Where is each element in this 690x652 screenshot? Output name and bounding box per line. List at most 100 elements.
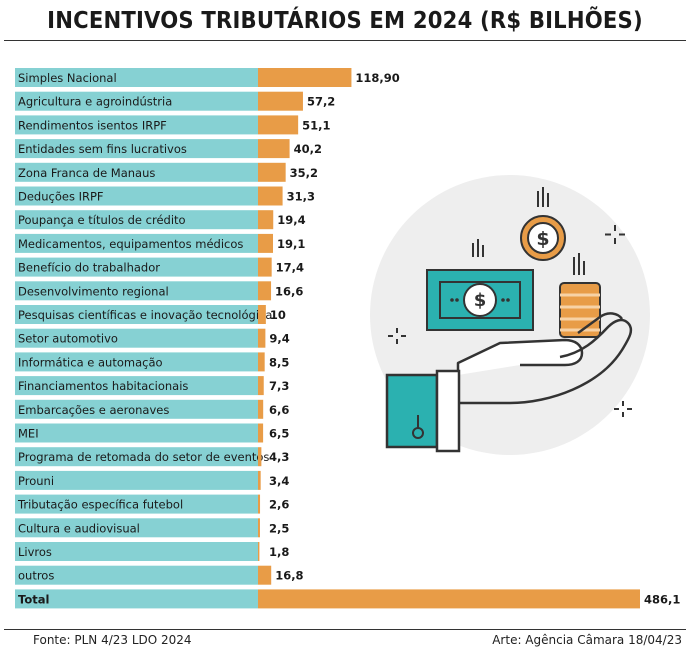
value-label: 2,6 [269, 498, 289, 512]
category-label: Poupança e títulos de crédito [18, 213, 186, 227]
sparkle-icon [614, 401, 632, 417]
category-band [15, 233, 258, 253]
category-label: Financiamentos habitacionais [18, 379, 188, 393]
category-band [15, 447, 258, 467]
category-band [15, 494, 258, 514]
category-band [15, 518, 258, 538]
category-label: Medicamentos, equipamentos médicos [18, 237, 243, 251]
category-band [15, 257, 258, 277]
category-label: Informática e automação [18, 355, 163, 369]
bar [258, 376, 264, 396]
value-label: 16,8 [275, 569, 303, 583]
bar [258, 565, 272, 585]
source-note: Fonte: PLN 4/23 LDO 2024 [33, 633, 192, 647]
category-band [15, 352, 258, 372]
category-label: Prouni [18, 474, 54, 488]
value-label: 35,2 [290, 166, 318, 180]
category-label: outros [18, 569, 54, 583]
category-band [15, 139, 258, 159]
bar [258, 91, 303, 111]
category-band [15, 210, 258, 230]
bar [258, 518, 260, 538]
category-band [15, 68, 258, 87]
value-label: 40,2 [294, 142, 322, 156]
value-label: 16,6 [275, 284, 303, 298]
category-band [15, 399, 258, 419]
category-band [15, 542, 258, 561]
bar [258, 352, 265, 372]
bar [258, 68, 352, 87]
title-divider [4, 40, 686, 41]
sparkle-icon [388, 328, 406, 344]
chart-title: INCENTIVOS TRIBUTÁRIOS EM 2024 (R$ BILHÕ… [47, 8, 643, 34]
category-band [15, 328, 258, 348]
category-band [15, 423, 258, 443]
category-band [15, 305, 258, 324]
category-label: Pesquisas científicas e inovação tecnoló… [18, 308, 272, 322]
value-label: 7,3 [269, 379, 289, 393]
category-label: Simples Nacional [18, 71, 117, 85]
category-label: Deduções IRPF [18, 190, 104, 204]
category-label: Tributação específica futebol [17, 498, 183, 512]
category-band [15, 565, 258, 585]
sparkle-icon [605, 225, 625, 244]
value-label: 19,4 [277, 213, 305, 227]
value-label: 51,1 [302, 118, 330, 132]
value-label: 10 [270, 308, 286, 322]
bar [258, 589, 640, 609]
value-label: 3,4 [269, 474, 289, 488]
category-label: Livros [18, 545, 52, 559]
bar [258, 233, 274, 253]
value-label: 6,5 [269, 427, 289, 441]
bar [258, 447, 262, 467]
category-label: Entidades sem fins lucrativos [18, 142, 187, 156]
category-band [15, 91, 258, 111]
sleeve-icon [385, 369, 461, 453]
category-band [15, 281, 258, 301]
value-label: 17,4 [276, 261, 304, 275]
category-label: Programa de retomada do setor de eventos [18, 450, 269, 464]
hand-icon [456, 312, 633, 405]
category-label: Rendimentos isentos IRPF [18, 118, 167, 132]
value-label: 1,8 [269, 545, 289, 559]
value-label: 8,5 [269, 355, 289, 369]
category-band [15, 376, 258, 396]
category-label: Desenvolvimento regional [18, 284, 169, 298]
category-label: Benefício do trabalhador [18, 261, 160, 275]
bar [258, 115, 299, 135]
value-label: 4,3 [269, 450, 289, 464]
value-label: 31,3 [287, 190, 315, 204]
value-label: 6,6 [269, 403, 289, 417]
category-label: Embarcações e aeronaves [18, 403, 169, 417]
category-label: Agricultura e agroindústria [18, 95, 172, 109]
bar [258, 542, 260, 561]
footer-divider [4, 629, 686, 630]
category-band [15, 470, 258, 490]
hand-money-illustration: $ $ [370, 175, 650, 455]
svg-text:$: $ [536, 228, 549, 250]
category-label: Total [18, 592, 49, 606]
bar [258, 305, 266, 324]
value-label: 9,4 [269, 332, 289, 346]
bar [258, 494, 261, 514]
credit-note: Arte: Agência Câmara 18/04/23 [492, 633, 682, 647]
bar [258, 257, 272, 277]
value-label: 486,1 [644, 592, 680, 606]
bar [258, 139, 290, 159]
category-label: Cultura e audiovisual [18, 521, 140, 535]
banknote-icon: $ [426, 239, 534, 331]
category-band [15, 115, 258, 135]
category-band [15, 162, 258, 182]
bar [258, 186, 283, 206]
value-label: 57,2 [307, 95, 335, 109]
category-label: Zona Franca de Manaus [18, 166, 155, 180]
bar [258, 162, 286, 182]
bar [258, 470, 261, 490]
coin-icon: $ [520, 187, 566, 261]
bar [258, 210, 274, 230]
category-band [15, 589, 258, 609]
bar [258, 423, 264, 443]
bar [258, 328, 266, 348]
category-label: MEI [18, 427, 39, 441]
